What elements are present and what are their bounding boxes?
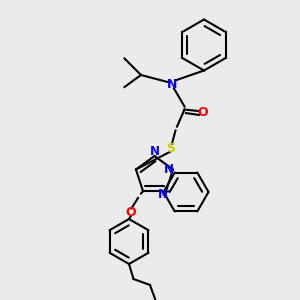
Text: N: N (167, 77, 178, 91)
Text: N: N (149, 145, 160, 158)
Text: N: N (164, 163, 173, 176)
Text: N: N (158, 188, 168, 201)
Text: S: S (167, 142, 176, 155)
Text: O: O (125, 206, 136, 220)
Text: O: O (197, 106, 208, 119)
